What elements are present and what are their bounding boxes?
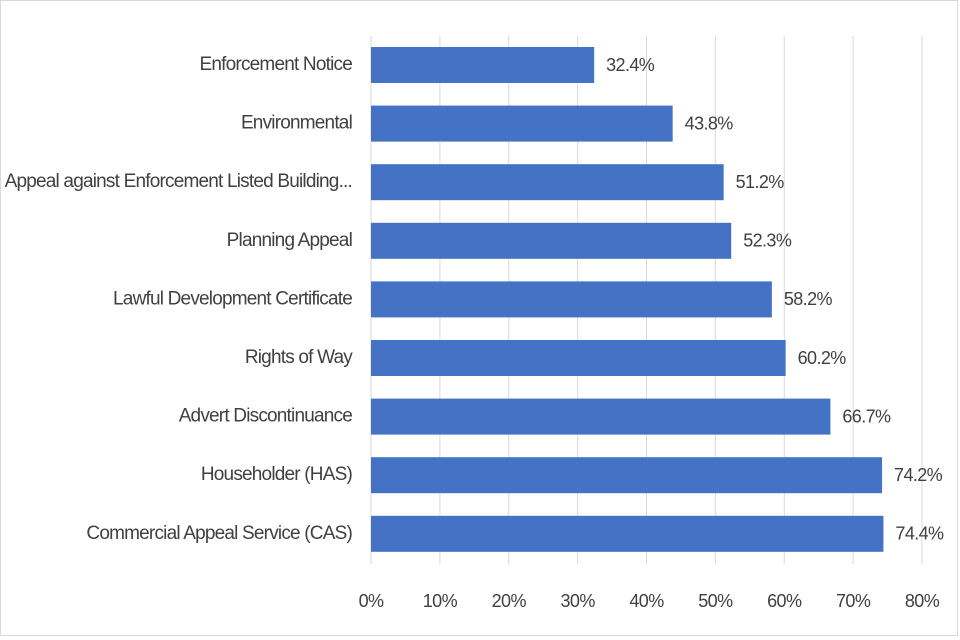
data-label: 51.2% [736,172,785,192]
data-label: 60.2% [798,348,847,368]
data-label: 32.4% [606,55,655,75]
x-tick-label: 20% [492,591,527,611]
category-labels: Enforcement Notice Environmental Appeal ag… [5,54,355,544]
bar [371,164,724,201]
data-label: 43.8% [685,113,734,133]
category-label: Planning Appeal [227,230,352,251]
data-label: 74.4% [895,524,944,544]
bar [371,515,884,552]
bar [371,105,673,142]
category-label: Enforcement Notice [200,54,353,75]
x-tick-label: 0% [359,591,384,611]
data-label: 52.3% [743,231,792,251]
category-label: Appeal against Enforcement Listed Buildi… [5,171,352,192]
bar [371,340,786,376]
category-label: Lawful Development Certificate [113,288,352,309]
data-label: 58.2% [784,289,833,309]
value-labels: 32.4% 43.8% 51.2% 52.3% 58.2% 60.2% 66.7% 74.2%… [606,55,945,544]
bar [371,222,732,259]
bar [371,457,883,494]
x-tick-label: 30% [561,591,596,611]
x-tick-label: 70% [836,591,871,611]
x-tick-label: 80% [905,591,940,611]
x-tick-label: 50% [698,591,733,611]
category-label: Advert Discontinuance [179,406,353,427]
x-tick-label: 60% [767,591,802,611]
bar [371,47,595,83]
bar [371,398,831,435]
x-tick-label: 10% [423,591,458,611]
x-axis-tick-labels: 0% 10% 20% 30% 40% 50% 60% 70% 80% [359,591,941,611]
category-label: Commercial Appeal Service (CAS) [86,523,352,544]
category-label: Rights of Way [245,347,353,368]
data-label: 66.7% [842,406,891,426]
x-tick-label: 40% [629,591,664,611]
category-label: Householder (HAS) [201,464,353,485]
bar [371,281,772,318]
category-label: Environmental [241,113,352,134]
bars [371,47,884,552]
data-label: 74.2% [894,465,943,485]
